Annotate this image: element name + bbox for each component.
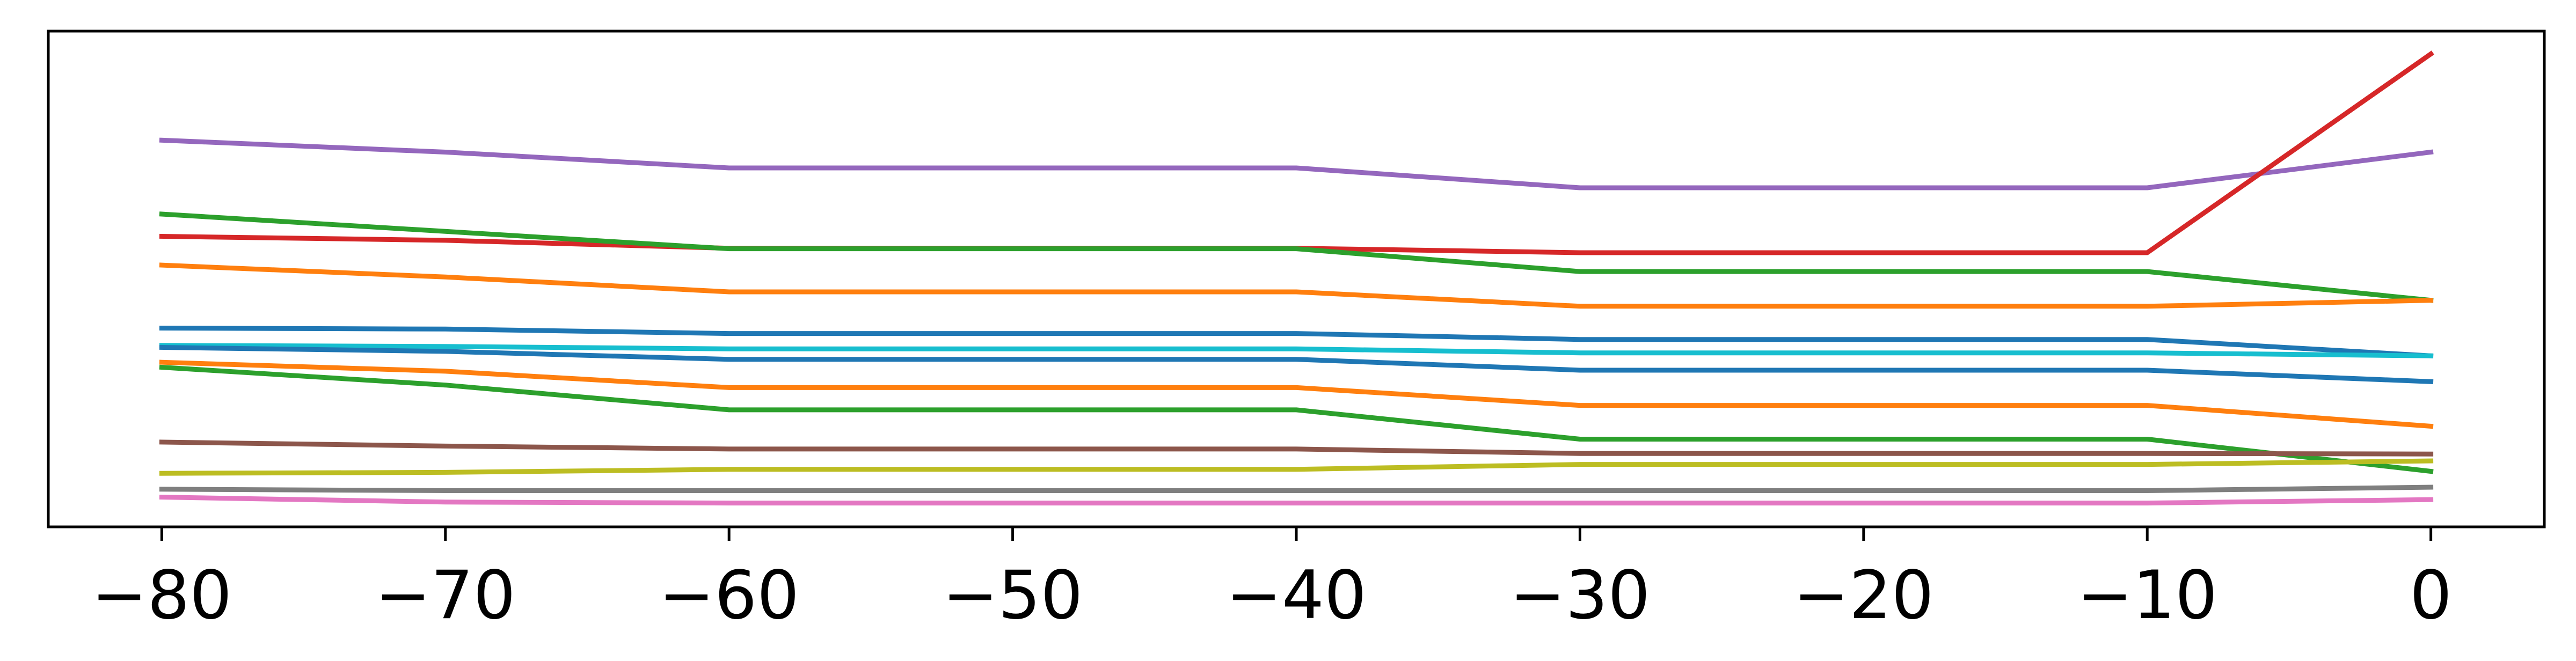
series-line-6 [159, 343, 2434, 358]
series-line-1 [159, 137, 2434, 190]
series-line-3 [159, 211, 2434, 303]
x-tick-label: −30 [1510, 557, 1651, 634]
series-line-9 [159, 364, 2434, 474]
series-layer [159, 50, 2434, 506]
series-line-7 [159, 344, 2434, 384]
x-tick-label: 0 [2410, 557, 2452, 634]
series-line-8 [159, 359, 2434, 429]
x-tick-label: −10 [2077, 557, 2217, 634]
series-line-10 [159, 439, 2434, 457]
x-tick-label: −80 [92, 557, 232, 634]
series-line-5 [159, 325, 2434, 358]
series-line-4 [159, 262, 2434, 309]
series-line-12 [159, 484, 2434, 493]
series-line-13 [159, 495, 2434, 506]
x-tick-label: −40 [1226, 557, 1367, 634]
x-tick-label: −50 [943, 557, 1083, 634]
series-line-11 [159, 458, 2434, 476]
x-axis: −80 −70 −60 −50 −40 −30 −20 −10 0 [92, 527, 2452, 634]
x-tick-label: −20 [1793, 557, 1934, 634]
x-tick-label: −70 [375, 557, 516, 634]
x-tick-label: −60 [659, 557, 799, 634]
